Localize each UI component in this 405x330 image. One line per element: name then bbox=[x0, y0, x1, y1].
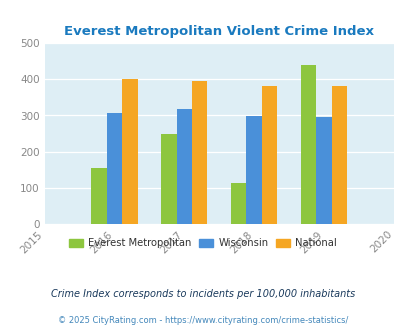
Bar bbox=[161, 134, 176, 224]
Bar bbox=[192, 81, 207, 224]
Bar bbox=[300, 65, 315, 224]
Bar bbox=[331, 86, 346, 224]
Title: Everest Metropolitan Violent Crime Index: Everest Metropolitan Violent Crime Index bbox=[64, 24, 373, 38]
Bar bbox=[230, 183, 246, 224]
Bar bbox=[315, 117, 331, 224]
Text: Crime Index corresponds to incidents per 100,000 inhabitants: Crime Index corresponds to incidents per… bbox=[51, 289, 354, 299]
Legend: Everest Metropolitan, Wisconsin, National: Everest Metropolitan, Wisconsin, Nationa… bbox=[65, 234, 340, 252]
Bar bbox=[91, 168, 107, 224]
Bar bbox=[107, 113, 122, 224]
Bar bbox=[176, 109, 192, 224]
Text: © 2025 CityRating.com - https://www.cityrating.com/crime-statistics/: © 2025 CityRating.com - https://www.city… bbox=[58, 316, 347, 325]
Bar bbox=[122, 79, 137, 224]
Bar bbox=[261, 86, 277, 224]
Bar bbox=[246, 116, 261, 224]
